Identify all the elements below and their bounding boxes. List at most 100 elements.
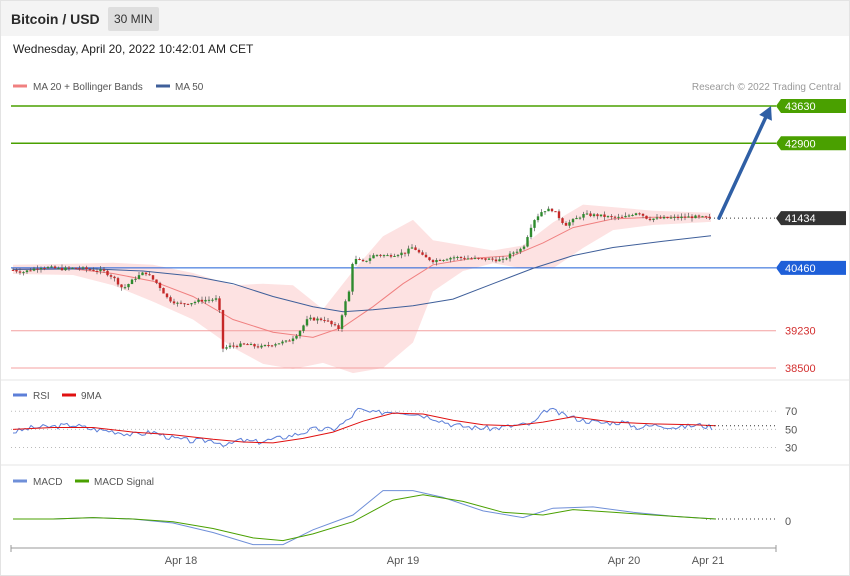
candle-body — [606, 216, 610, 218]
candle-body — [22, 272, 25, 274]
candle-body — [533, 220, 536, 228]
candle-body — [151, 275, 155, 280]
candle-body — [267, 345, 270, 347]
candle-body — [571, 219, 575, 223]
candle-body — [375, 254, 379, 256]
target-arrow — [717, 116, 768, 220]
candle-body — [372, 255, 375, 259]
candle-body — [396, 255, 400, 257]
macd-gridlines: 0 — [706, 516, 791, 528]
level-label-38500: 38500 — [785, 363, 816, 375]
candle-body — [274, 344, 277, 346]
candle-body — [207, 299, 211, 301]
timestamp: Wednesday, April 20, 2022 10:42:01 AM CE… — [13, 42, 254, 56]
candle-body — [428, 257, 431, 261]
candle-body — [449, 257, 452, 260]
candle-body — [95, 270, 99, 272]
candle-body — [407, 248, 410, 254]
candle-body — [148, 274, 151, 276]
candle-body — [431, 260, 435, 263]
candle-body — [403, 252, 407, 254]
candle-body — [197, 299, 200, 302]
candle-body — [123, 287, 127, 289]
candle-body — [169, 297, 172, 302]
price-panel — [11, 105, 776, 374]
candle-body — [599, 214, 603, 217]
candle-body — [221, 310, 225, 349]
candle-body — [242, 343, 246, 345]
candle-body — [536, 216, 540, 221]
candle-body — [641, 213, 645, 216]
candle-body — [344, 301, 347, 316]
candle-body — [414, 247, 417, 250]
candle-body — [564, 222, 568, 226]
candle-body — [92, 269, 95, 271]
x-tick-label: Apr 18 — [165, 555, 197, 567]
bollinger-band — [13, 204, 711, 374]
candle-body — [78, 268, 81, 270]
candle-body — [704, 216, 708, 218]
candle-body — [99, 269, 102, 272]
candle-body — [487, 258, 491, 260]
level-label-40460: 40460 — [776, 260, 846, 275]
candle-body — [575, 217, 578, 220]
candle-body — [127, 284, 130, 288]
candle-body — [249, 344, 253, 346]
candle-body — [239, 343, 242, 347]
candle-body — [379, 254, 382, 256]
candle-body — [624, 215, 627, 218]
candle-body — [305, 319, 309, 326]
candle-body — [43, 268, 46, 270]
candle-body — [190, 303, 193, 305]
candle-body — [634, 213, 638, 216]
candle-body — [368, 258, 372, 261]
candle-body — [554, 211, 557, 213]
candle-body — [281, 341, 284, 344]
candle-body — [130, 279, 134, 285]
candle-body — [347, 291, 351, 302]
candle-body — [389, 255, 393, 257]
candle-body — [676, 216, 680, 219]
candle-body — [596, 214, 599, 217]
candle-body — [81, 267, 85, 269]
candle-body — [585, 213, 589, 215]
candle-body — [568, 222, 571, 226]
candle-body — [67, 267, 71, 269]
candle-body — [501, 258, 505, 260]
candle-body — [424, 254, 428, 258]
candle-body — [29, 270, 32, 272]
candle-body — [218, 298, 221, 311]
candle-body — [74, 267, 78, 269]
candle-body — [85, 267, 88, 270]
candle-body — [669, 217, 673, 219]
legend-swatch-ma20 — [13, 84, 27, 88]
ma50-line — [12, 235, 712, 313]
candle-body — [277, 343, 281, 345]
candle-body — [330, 320, 333, 325]
candle-body — [638, 213, 641, 215]
timeframe-badge[interactable]: 30 MIN — [108, 7, 159, 31]
candle-body — [193, 301, 197, 304]
macd-tick-label: 0 — [785, 516, 791, 528]
candle-body — [459, 256, 463, 258]
candle-body — [88, 269, 92, 271]
candle-body — [361, 259, 365, 262]
candle-body — [617, 216, 620, 218]
candle-body — [543, 211, 547, 213]
candle-body — [557, 211, 561, 219]
candle-body — [176, 302, 179, 304]
candle-body — [309, 317, 312, 320]
candle-body — [120, 284, 123, 288]
candle-body — [235, 345, 239, 347]
candle-body — [522, 246, 526, 249]
legend-swatch-ma50 — [156, 84, 170, 88]
candle-body — [232, 345, 235, 347]
candle-body — [46, 267, 50, 269]
candle-body — [620, 216, 624, 218]
candle-body — [64, 267, 67, 271]
candle-body — [57, 267, 60, 269]
candle-body — [354, 259, 358, 264]
candle-body — [662, 216, 666, 219]
candle-body — [106, 270, 109, 276]
candle-body — [36, 268, 39, 270]
